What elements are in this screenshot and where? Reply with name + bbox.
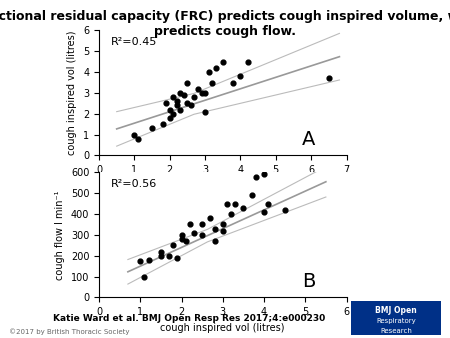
Text: B: B xyxy=(302,272,315,291)
Point xyxy=(231,201,239,206)
Text: Reclined functional residual capacity (FRC) predicts cough inspired volume, whic: Reclined functional residual capacity (F… xyxy=(0,10,450,38)
Point xyxy=(207,216,214,221)
Point xyxy=(158,253,165,259)
Point xyxy=(325,76,333,81)
Point xyxy=(170,94,177,100)
Text: Katie Ward et al. BMJ Open Resp Res 2017;4:e000230: Katie Ward et al. BMJ Open Resp Res 2017… xyxy=(53,314,325,323)
X-axis label: cough inspired vol (litres): cough inspired vol (litres) xyxy=(161,323,285,333)
Point xyxy=(202,90,209,96)
Y-axis label: cough inspired vol (litres): cough inspired vol (litres) xyxy=(68,31,77,155)
Point xyxy=(145,257,152,263)
Point xyxy=(184,80,191,85)
Point xyxy=(205,69,212,75)
Point xyxy=(198,90,205,96)
Point xyxy=(180,92,188,98)
Point xyxy=(178,232,185,238)
Point xyxy=(166,107,173,112)
Text: Respiratory: Respiratory xyxy=(376,318,416,324)
Point xyxy=(158,249,165,254)
Y-axis label: cough flow l min⁻¹: cough flow l min⁻¹ xyxy=(55,190,65,280)
Text: R²=0.56: R²=0.56 xyxy=(112,179,158,189)
Point xyxy=(177,107,184,112)
Point xyxy=(230,80,237,85)
Point xyxy=(208,80,216,85)
Point xyxy=(170,243,177,248)
Point xyxy=(173,99,180,104)
Point xyxy=(219,59,226,64)
Point xyxy=(148,126,156,131)
Point xyxy=(248,193,255,198)
Point xyxy=(182,239,189,244)
Text: R²=0.45: R²=0.45 xyxy=(112,38,158,47)
Point xyxy=(159,122,166,127)
Text: ©2017 by British Thoracic Society: ©2017 by British Thoracic Society xyxy=(9,328,130,335)
Point xyxy=(219,228,226,234)
Point xyxy=(137,258,144,264)
Point xyxy=(186,222,194,227)
Point xyxy=(198,232,206,238)
X-axis label: FRC reclined (litres): FRC reclined (litres) xyxy=(175,181,271,191)
Text: A: A xyxy=(302,130,315,149)
Point xyxy=(223,201,230,206)
Point xyxy=(281,207,288,213)
Point xyxy=(166,253,173,259)
Point xyxy=(187,103,194,108)
Point xyxy=(227,211,234,217)
Point xyxy=(191,94,198,100)
Text: BMJ Open: BMJ Open xyxy=(375,306,417,315)
Point xyxy=(178,236,185,242)
Point xyxy=(134,136,141,142)
Point xyxy=(240,205,247,211)
Point xyxy=(174,255,181,261)
Point xyxy=(170,111,177,117)
Point xyxy=(141,274,148,279)
Point xyxy=(212,65,219,71)
Point xyxy=(244,59,251,64)
Point xyxy=(261,172,268,177)
Point xyxy=(261,209,268,215)
Point xyxy=(162,101,170,106)
Point xyxy=(265,201,272,206)
Point xyxy=(237,74,244,79)
Point xyxy=(166,115,173,121)
Point xyxy=(194,86,202,92)
Point xyxy=(202,109,209,114)
Point xyxy=(198,222,206,227)
Text: Research: Research xyxy=(380,328,412,334)
Point xyxy=(131,132,138,137)
Point xyxy=(211,239,218,244)
Point xyxy=(252,174,259,179)
Point xyxy=(190,230,198,236)
Point xyxy=(211,226,218,231)
Point xyxy=(184,101,191,106)
Point xyxy=(177,90,184,96)
Point xyxy=(173,103,180,108)
Point xyxy=(219,222,226,227)
